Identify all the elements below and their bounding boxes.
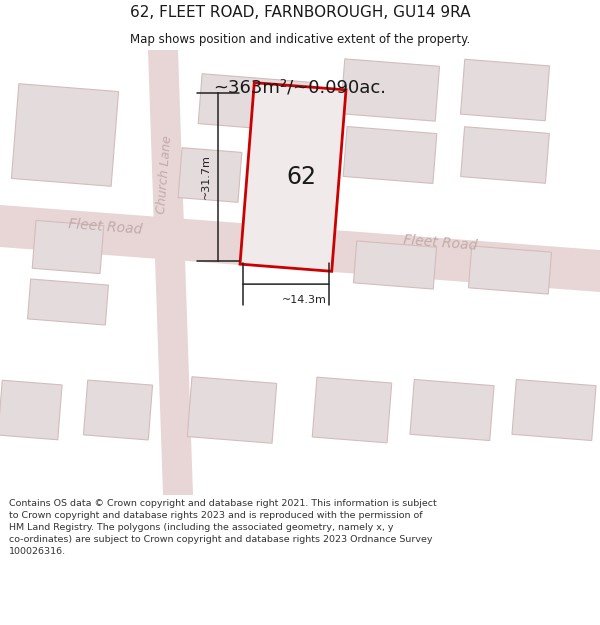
Polygon shape (312, 377, 392, 443)
Polygon shape (469, 246, 551, 294)
Text: Contains OS data © Crown copyright and database right 2021. This information is : Contains OS data © Crown copyright and d… (9, 499, 437, 556)
Text: Fleet Road: Fleet Road (403, 233, 478, 253)
Polygon shape (11, 84, 119, 186)
Text: Church Lane: Church Lane (155, 135, 175, 215)
Polygon shape (32, 221, 104, 274)
Polygon shape (83, 380, 152, 440)
Text: ~363m²/~0.090ac.: ~363m²/~0.090ac. (214, 78, 386, 96)
Text: Map shows position and indicative extent of the property.: Map shows position and indicative extent… (130, 32, 470, 46)
Polygon shape (410, 379, 494, 441)
Polygon shape (240, 82, 346, 271)
Text: 62, FLEET ROAD, FARNBOROUGH, GU14 9RA: 62, FLEET ROAD, FARNBOROUGH, GU14 9RA (130, 5, 470, 20)
Text: ~14.3m: ~14.3m (281, 295, 326, 305)
Polygon shape (28, 279, 109, 325)
Polygon shape (187, 377, 277, 443)
Polygon shape (148, 50, 193, 495)
Text: Fleet Road: Fleet Road (68, 217, 142, 237)
Polygon shape (460, 59, 550, 121)
Polygon shape (512, 379, 596, 441)
Text: 62: 62 (286, 165, 316, 189)
Polygon shape (178, 148, 242, 202)
Polygon shape (0, 380, 62, 440)
Polygon shape (340, 59, 440, 121)
Polygon shape (343, 126, 437, 184)
Polygon shape (198, 74, 312, 132)
Polygon shape (0, 205, 600, 292)
Polygon shape (353, 241, 437, 289)
Polygon shape (461, 127, 550, 183)
Text: ~31.7m: ~31.7m (201, 154, 211, 199)
